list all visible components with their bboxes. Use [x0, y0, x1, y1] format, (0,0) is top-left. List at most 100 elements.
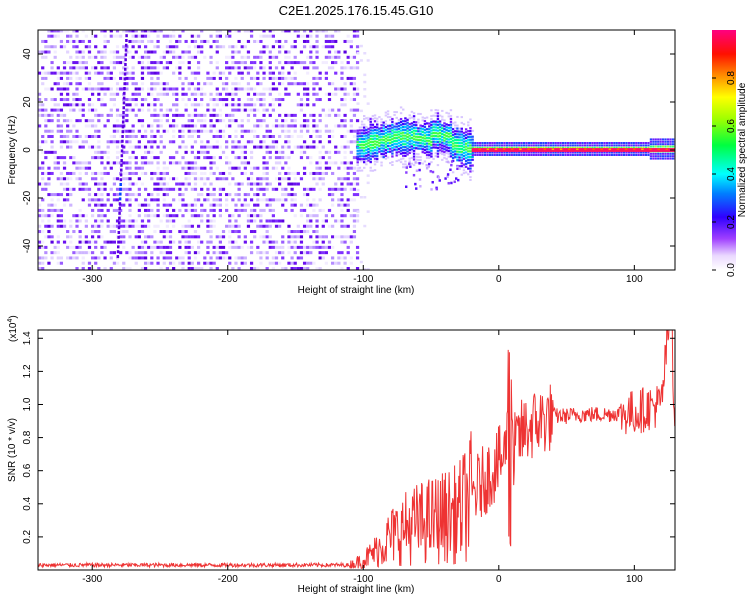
heatmap-cell: [187, 219, 191, 223]
heatmap-cell: [331, 135, 335, 138]
heatmap-cell: [428, 145, 431, 148]
heatmap-cell: [106, 224, 110, 228]
heatmap-cell: [436, 129, 440, 132]
heatmap-cell: [376, 155, 379, 158]
heatmap-cell: [50, 87, 54, 91]
heatmap-cell: [249, 129, 254, 133]
heatmap-cell: [423, 134, 427, 137]
heatmap-cell: [69, 193, 73, 197]
heatmap-cell: [287, 129, 291, 133]
heatmap-cell: [206, 156, 210, 160]
heatmap-cell: [569, 144, 572, 147]
heatmap-cell: [128, 98, 132, 102]
heatmap-cell: [479, 142, 482, 144]
heatmap-cell: [428, 154, 431, 157]
heatmap-cell: [367, 156, 370, 159]
heatmap-cell: [256, 245, 260, 249]
heatmap-cell: [109, 240, 113, 244]
heatmap-cell: [69, 76, 73, 80]
heatmap-cell: [412, 149, 416, 152]
heatmap-cell: [62, 140, 67, 144]
heatmap-cell: [476, 154, 479, 156]
heatmap-cell: [395, 116, 398, 119]
heatmap-cell: [225, 251, 229, 255]
heatmap-cell: [434, 126, 437, 129]
heatmap-cell: [284, 161, 288, 165]
heatmap-cell: [315, 145, 319, 149]
heatmap-cell: [402, 151, 405, 154]
heatmap-cell: [78, 119, 82, 123]
heatmap-cell: [72, 124, 76, 128]
heatmap-cell: [515, 154, 518, 156]
heatmap-cell: [268, 113, 272, 117]
heatmap-cell: [81, 251, 85, 255]
snr-data-point: [376, 550, 377, 551]
heatmap-cell: [389, 116, 392, 119]
heatmap-cell: [302, 61, 307, 65]
heatmap-cell: [278, 198, 282, 202]
heatmap-cell: [72, 30, 76, 33]
heatmap-cell: [635, 142, 638, 144]
heatmap-cell: [574, 144, 577, 147]
heatmap-cell: [172, 113, 176, 117]
heatmap-cell: [215, 103, 219, 107]
heatmap-cell: [290, 171, 294, 175]
heatmap-cell: [69, 66, 73, 70]
heatmap-cell: [256, 55, 260, 59]
heatmap-cell: [147, 235, 151, 239]
heatmap-cell: [369, 120, 372, 123]
heatmap-cell: [312, 140, 316, 144]
heatmap-cell: [360, 169, 364, 172]
heatmap-cell: [343, 156, 347, 160]
heatmap-cell: [268, 50, 272, 54]
heatmap-cell: [84, 240, 88, 244]
heatmap-cell: [125, 150, 129, 154]
heatmap-cell: [331, 82, 335, 86]
heatmap-cell: [290, 182, 294, 186]
heatmap-cell: [128, 198, 132, 202]
heatmap-cell: [53, 30, 57, 33]
heatmap-cell: [243, 156, 247, 160]
heatmap-cell: [349, 161, 353, 165]
heatmap-cell: [373, 137, 377, 140]
heatmap-cell: [119, 140, 123, 144]
heatmap-cell: [193, 171, 198, 175]
heatmap-cell: [193, 140, 198, 144]
heatmap-cell: [356, 169, 359, 172]
heatmap-cell: [369, 132, 372, 135]
heatmap-cell: [122, 235, 126, 239]
heatmap-cell: [376, 129, 379, 132]
heatmap-cell: [331, 61, 335, 65]
heatmap-cell: [50, 140, 54, 144]
heatmap-cell: [397, 119, 401, 122]
heatmap-cell: [187, 235, 191, 239]
heatmap-cell: [327, 193, 332, 197]
heatmap-cell: [243, 240, 247, 244]
heatmap-cell: [483, 144, 487, 147]
heatmap-cell: [172, 119, 176, 123]
heatmap-cell: [356, 132, 359, 135]
x-tick-label: -300: [82, 574, 102, 585]
heatmap-cell: [47, 177, 51, 181]
heatmap-cell: [284, 129, 288, 133]
heatmap-cell: [137, 108, 141, 112]
heatmap-cell: [309, 50, 313, 54]
heatmap-cell: [406, 150, 409, 153]
heatmap-cell: [583, 142, 587, 144]
heatmap-cell: [200, 219, 204, 223]
heatmap-cell: [140, 108, 145, 112]
heatmap-cell: [299, 208, 304, 212]
heatmap-cell: [162, 235, 166, 239]
heatmap-cell: [415, 121, 418, 124]
heatmap-cell: [640, 144, 643, 147]
heatmap-cell: [240, 145, 244, 149]
colorbar-tick-label: 0.4: [726, 167, 737, 181]
heatmap-cell: [441, 150, 444, 153]
heatmap-cell: [262, 171, 266, 175]
heatmap-cell: [172, 135, 176, 138]
heatmap-cell: [41, 113, 45, 117]
heatmap-cell: [159, 219, 163, 223]
heatmap-cell: [78, 187, 82, 191]
heatmap-cell: [253, 124, 257, 128]
heatmap-cell: [215, 30, 219, 33]
